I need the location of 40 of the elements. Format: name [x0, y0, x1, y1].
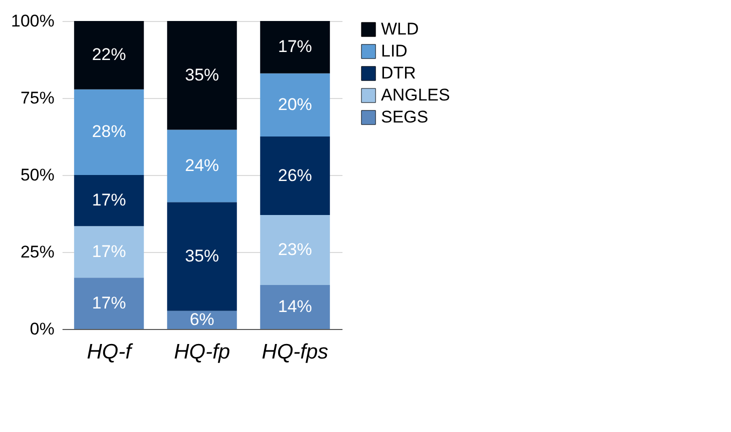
data-label: 17% — [92, 293, 126, 312]
bar — [260, 21, 330, 74]
bar — [260, 284, 330, 329]
y-tick-label: 50% — [20, 166, 54, 184]
bar — [74, 89, 144, 175]
legend-label: SEGS — [381, 108, 428, 126]
y-tick-label: 0% — [30, 320, 54, 338]
data-label: 14% — [278, 296, 312, 316]
legend-label: LID — [381, 42, 408, 60]
bar — [167, 130, 237, 202]
data-label: 17% — [278, 37, 312, 56]
bar — [74, 175, 144, 226]
data-label: 24% — [184, 156, 220, 175]
bar — [74, 226, 144, 278]
data-label: 6% — [190, 310, 214, 329]
data-label: 35% — [184, 65, 220, 84]
bar — [260, 215, 330, 285]
data-label: 17% — [92, 190, 126, 210]
legend-label: DTR — [381, 64, 416, 82]
y-tick-label: 25% — [20, 242, 54, 262]
data-label: 17% — [92, 242, 126, 261]
bar — [74, 21, 144, 90]
legend-label: ANGLES — [381, 86, 450, 104]
data-label: 22% — [92, 45, 126, 64]
data-label: 35% — [184, 246, 220, 266]
x-tick-label: HQ-fps — [262, 340, 329, 364]
bar — [260, 73, 330, 136]
data-label: 20% — [278, 94, 312, 114]
data-label: 23% — [278, 240, 312, 259]
data-label: 28% — [92, 122, 126, 142]
bar — [167, 202, 237, 311]
bar — [74, 278, 144, 329]
data-label: 26% — [278, 166, 312, 185]
y-tick-label: 100% — [11, 12, 54, 30]
x-tick-label: HQ-fp — [174, 340, 230, 364]
legend-label: WLD — [381, 20, 419, 38]
y-tick-label: 75% — [20, 88, 54, 108]
x-tick-label: HQ-f — [86, 340, 134, 364]
bar — [260, 136, 330, 216]
bar — [167, 21, 237, 130]
